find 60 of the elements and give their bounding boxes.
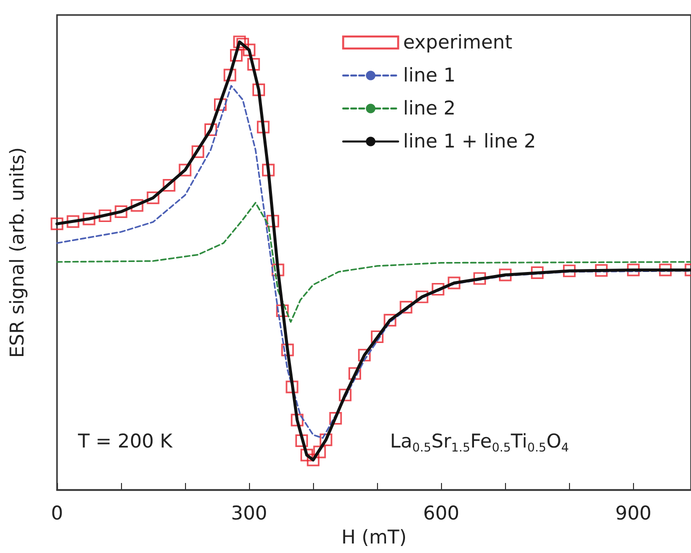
point [272, 264, 284, 276]
point [233, 36, 246, 48]
legend-label: experiment [403, 32, 512, 54]
point [214, 98, 227, 111]
point [281, 344, 294, 356]
point [230, 49, 243, 62]
point [276, 304, 289, 318]
point [98, 209, 112, 222]
x-tick-label: 600 [423, 502, 460, 524]
point [306, 454, 320, 466]
point [146, 192, 160, 204]
point [370, 330, 384, 344]
annotation: T = 200 K [77, 430, 173, 452]
point [358, 348, 371, 362]
point [82, 212, 96, 226]
point [224, 68, 236, 82]
point [348, 367, 362, 380]
point [242, 44, 256, 56]
point [178, 164, 192, 176]
x-axis-title: H (mT) [341, 526, 407, 548]
point [531, 266, 544, 279]
point [416, 290, 428, 304]
point [498, 268, 512, 282]
point [247, 58, 260, 71]
point [300, 448, 314, 462]
point [338, 388, 352, 402]
point [114, 205, 128, 218]
point [295, 434, 308, 448]
point [252, 84, 266, 96]
y-axis-title: ESR signal (arb. units) [6, 147, 28, 358]
x-tick-label: 0 [50, 502, 64, 524]
legend-label: line 1 + line 2 [403, 130, 536, 152]
point [432, 282, 444, 296]
point [204, 123, 217, 136]
point [290, 414, 304, 426]
x-tick-label: 300 [230, 502, 268, 524]
point [262, 164, 275, 176]
point [286, 380, 298, 394]
point [384, 314, 396, 326]
point [627, 264, 640, 276]
point [400, 300, 412, 314]
point [50, 218, 64, 230]
point [236, 38, 250, 50]
point [313, 446, 326, 458]
x-tick-label: 900 [615, 502, 652, 524]
point [595, 264, 608, 277]
point [563, 264, 576, 278]
point [66, 215, 80, 228]
point [329, 412, 342, 425]
point [320, 434, 332, 446]
point [162, 178, 176, 192]
point [448, 276, 460, 290]
point [130, 199, 144, 212]
point [192, 145, 204, 158]
point [659, 264, 672, 276]
point [266, 214, 280, 228]
point [256, 120, 270, 134]
legend-label: line 2 [403, 98, 456, 120]
legend-label: line 1 [403, 64, 456, 86]
point [473, 272, 486, 285]
